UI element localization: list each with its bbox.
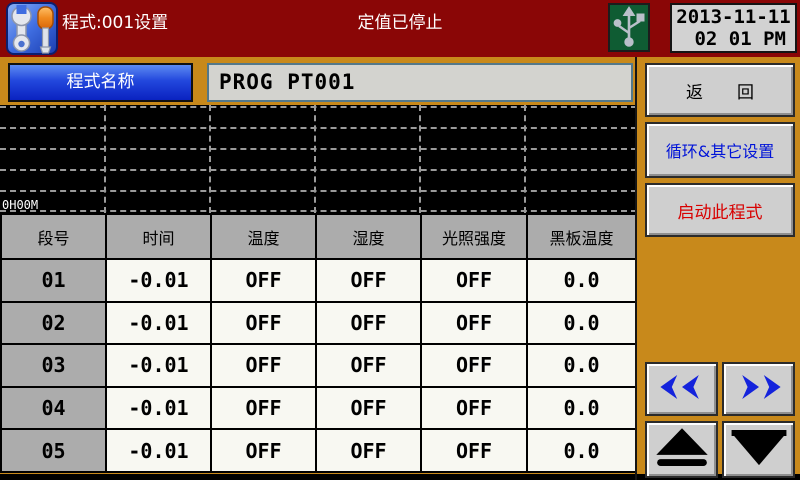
scroll-up-button[interactable] <box>645 421 718 478</box>
temp-cell[interactable]: OFF <box>212 430 315 471</box>
up-triangle-icon <box>650 424 714 476</box>
bp-temp-cell[interactable]: 0.0 <box>528 430 635 471</box>
time-cell[interactable]: -0.01 <box>107 345 210 386</box>
scroll-down-button[interactable] <box>722 421 795 478</box>
segment-number-cell: 05 <box>2 430 105 471</box>
col-header-blackboard-temperature: 黑板温度 <box>528 215 635 258</box>
program-name-field[interactable]: PROG PT001 <box>207 63 633 102</box>
bottom-border <box>0 474 800 480</box>
double-left-chevron-icon <box>652 367 712 411</box>
bp-temp-cell[interactable]: 0.0 <box>528 302 635 344</box>
temp-cell[interactable]: OFF <box>212 387 315 429</box>
back-button[interactable]: 返 回 <box>645 63 795 117</box>
segment-number-cell: 02 <box>2 302 105 344</box>
humidity-cell[interactable]: OFF <box>317 345 420 386</box>
chart-time-label: 0H00M <box>2 198 39 212</box>
time-text: 02 01 PM <box>694 28 786 50</box>
light-cell[interactable]: OFF <box>422 302 526 344</box>
col-header-segment: 段号 <box>2 215 105 258</box>
chart-gridline-v <box>419 105 421 213</box>
time-cell[interactable]: -0.01 <box>107 387 210 429</box>
double-right-chevron-icon <box>729 367 789 411</box>
temp-cell[interactable]: OFF <box>212 260 315 301</box>
humidity-cell[interactable]: OFF <box>317 302 420 344</box>
light-cell[interactable]: OFF <box>422 430 526 471</box>
chart-gridline-h <box>0 169 637 171</box>
humidity-cell[interactable]: OFF <box>317 430 420 471</box>
cycle-settings-button[interactable]: 循环&其它设置 <box>645 122 795 178</box>
light-cell[interactable]: OFF <box>422 345 526 386</box>
chart-gridline-v <box>314 105 316 213</box>
tools-icon <box>6 2 58 55</box>
chart-gridline-v <box>104 105 106 213</box>
segment-number-cell: 01 <box>2 260 105 301</box>
col-header-temperature: 温度 <box>212 215 315 258</box>
start-program-button[interactable]: 启动此程式 <box>645 183 795 237</box>
date-text: 2013-11-11 <box>676 6 791 28</box>
bp-temp-cell[interactable]: 0.0 <box>528 387 635 429</box>
humidity-cell[interactable]: OFF <box>317 387 420 429</box>
profile-chart: 0H00M <box>0 105 637 213</box>
light-cell[interactable]: OFF <box>422 387 526 429</box>
sidebar-divider <box>635 57 637 480</box>
temp-cell[interactable]: OFF <box>212 345 315 386</box>
chart-gridline-v <box>209 105 211 213</box>
segment-number-cell: 03 <box>2 345 105 386</box>
col-header-humidity: 湿度 <box>317 215 420 258</box>
temp-cell[interactable]: OFF <box>212 302 315 344</box>
bp-temp-cell[interactable]: 0.0 <box>528 345 635 386</box>
program-name-button[interactable]: 程式名称 <box>8 63 193 102</box>
title-bar: 程式:001设置 定值已停止 2013-11-11 02 01 PM <box>0 0 800 57</box>
down-triangle-icon <box>727 424 791 476</box>
chart-gridline-h <box>0 106 637 108</box>
chart-gridline-h <box>0 148 637 150</box>
time-cell[interactable]: -0.01 <box>107 302 210 344</box>
light-cell[interactable]: OFF <box>422 260 526 301</box>
datetime-display[interactable]: 2013-11-11 02 01 PM <box>670 3 797 53</box>
chart-gridline-h <box>0 127 637 129</box>
chart-gridline-v <box>524 105 526 213</box>
time-cell[interactable]: -0.01 <box>107 260 210 301</box>
bp-temp-cell[interactable]: 0.0 <box>528 260 635 301</box>
col-header-time: 时间 <box>107 215 210 258</box>
segment-table: 段号 时间 温度 湿度 光照强度 黑板温度 01 -0.01 OFF OFF O… <box>0 213 637 473</box>
segment-number-cell: 04 <box>2 387 105 429</box>
time-cell[interactable]: -0.01 <box>107 430 210 471</box>
humidity-cell[interactable]: OFF <box>317 260 420 301</box>
usb-icon <box>608 3 650 52</box>
chart-gridline-h <box>0 190 637 192</box>
page-prev-button[interactable] <box>645 362 718 416</box>
page-next-button[interactable] <box>722 362 795 416</box>
chart-gridline-h <box>0 210 637 212</box>
page-title: 程式:001设置 <box>62 13 169 33</box>
col-header-light-intensity: 光照强度 <box>422 215 526 258</box>
